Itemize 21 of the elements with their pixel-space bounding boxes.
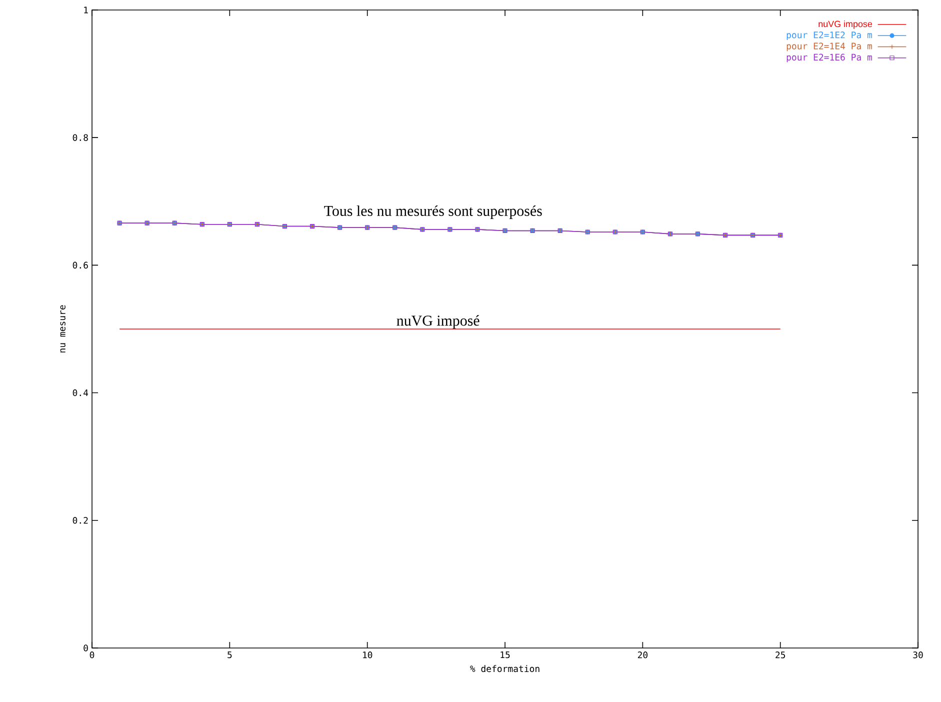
y-tick-label: 0 xyxy=(84,644,88,652)
x-tick-label: 10 xyxy=(363,652,372,658)
y-tick-label: 0.6 xyxy=(72,262,88,269)
legend-label: pour E2=1E4 Pa m xyxy=(786,42,872,52)
x-tick-label: 20 xyxy=(638,652,648,658)
legend-label: pour E2=1E6 Pa m xyxy=(786,54,872,62)
y-tick-label: 0.4 xyxy=(72,389,88,396)
x-tick-label: 30 xyxy=(913,652,923,658)
y-axis-title: nu mesure xyxy=(60,305,66,352)
legend-label: pour E2=1E2 Pa m xyxy=(786,32,872,40)
x-tick-label: 25 xyxy=(776,652,786,658)
y-tick-label: 0.2 xyxy=(72,516,88,524)
annotation: nuVG imposé xyxy=(396,315,480,329)
x-axis-title: % deformation xyxy=(470,665,540,672)
legend-label: nuVG impose xyxy=(818,20,872,29)
y-tick-label: 0.8 xyxy=(72,134,88,141)
y-tick-label: 1 xyxy=(84,6,88,14)
x-tick-label: 15 xyxy=(500,652,510,658)
x-tick-label: 0 xyxy=(90,652,94,658)
x-tick-label: 5 xyxy=(228,652,232,658)
annotation: Tous les nu mesurés sont superposés xyxy=(324,205,542,220)
